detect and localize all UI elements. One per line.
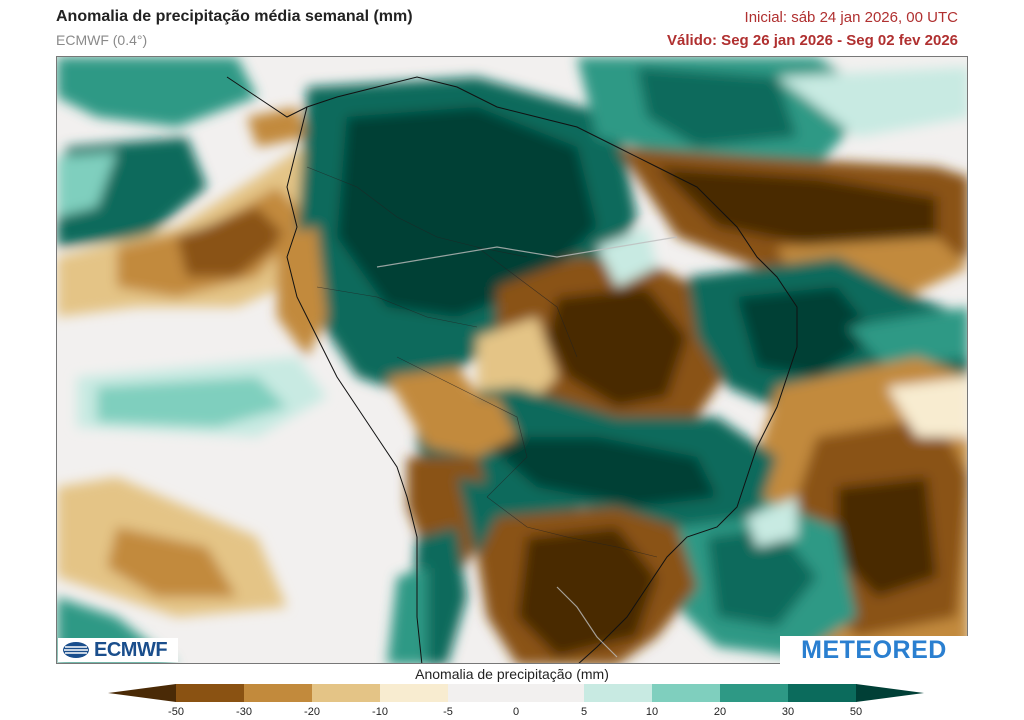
meteored-logo-text: METEORED — [801, 635, 947, 664]
colorbar-segment — [244, 684, 313, 702]
anomaly-field — [57, 57, 967, 663]
colorbar-tick-label: -30 — [236, 706, 252, 718]
colorbar-title: Anomalia de precipitação (mm) — [415, 666, 609, 682]
colorbar-segment — [516, 684, 585, 702]
colorbar-tick-label: 0 — [512, 706, 520, 718]
valid-period: Válido: Seg 26 jan 2026 - Seg 02 fev 202… — [667, 32, 958, 49]
colorbar-tick-label: 10 — [645, 706, 659, 718]
colorbar-tick-label: 50 — [849, 706, 863, 718]
colorbar-segment — [312, 684, 381, 702]
meteored-logo: METEORED — [780, 636, 968, 664]
colorbar-tick-label: -10 — [372, 706, 388, 718]
colorbar-segment — [584, 684, 653, 702]
colorbar-tick-label: -50 — [168, 706, 184, 718]
colorbar-segment — [720, 684, 789, 702]
colorbar-tick-label: 30 — [781, 706, 795, 718]
map-title: Anomalia de precipitação média semanal (… — [56, 8, 413, 25]
ecmwf-logo: ECMWF — [58, 638, 178, 662]
colorbar-tick-label: -20 — [304, 706, 320, 718]
colorbar-segment — [788, 684, 857, 702]
colorbar-left-arrow — [108, 684, 176, 702]
ecmwf-emblem-icon — [63, 642, 89, 658]
colorbar-segment — [448, 684, 517, 702]
colorbar-tick-label: -5 — [443, 706, 453, 718]
map-canvas — [57, 57, 967, 663]
model-label: ECMWF (0.4°) — [56, 32, 148, 48]
coastline — [226, 76, 798, 663]
colorbar-segment — [652, 684, 721, 702]
colorbar-ticks: -50 -30 -20 -10 -5 0 5 10 20 30 50 — [0, 706, 1024, 720]
rivers — [376, 236, 678, 658]
colorbar-tick-label: 5 — [580, 706, 588, 718]
ecmwf-logo-text: ECMWF — [94, 638, 168, 661]
colorbar-segment — [380, 684, 449, 702]
precipitation-anomaly-map — [56, 56, 968, 664]
colorbar — [108, 684, 924, 702]
initial-time: Inicial: sáb 24 jan 2026, 00 UTC — [744, 9, 958, 26]
colorbar-right-arrow — [856, 684, 924, 702]
colorbar-segment — [176, 684, 245, 702]
colorbar-tick-label: 20 — [713, 706, 727, 718]
